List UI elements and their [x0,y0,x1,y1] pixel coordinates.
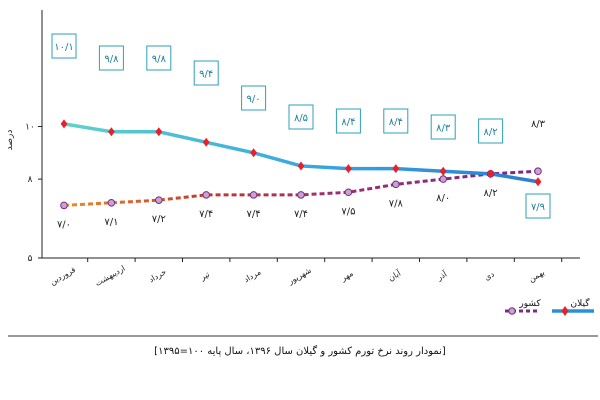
data-point-country [249,191,258,199]
data-label-country: ۸/۳ [531,119,546,130]
x-tick-label: فروردین [48,265,77,287]
data-label-country: ۸/۲ [484,188,498,199]
data-label-box-gilan [288,104,314,130]
data-label-box-gilan [51,33,77,59]
data-label-gilan: ۹/۰ [247,94,261,105]
data-label-box-gilan [193,60,219,86]
data-label-gilan: ۹/۴ [199,69,213,80]
x-tick-label: آبان [386,267,403,282]
data-point-country [202,191,210,199]
data-point-gilan [439,166,447,176]
data-point-gilan [487,169,494,179]
data-point-gilan [202,137,210,147]
data-point-country [392,180,400,189]
data-label-gilan: ۸/۳ [436,123,451,134]
y-tick-label: ۵ [28,254,33,264]
data-point-country [344,188,353,197]
x-tick-label: تیر [198,270,211,283]
data-point-gilan [60,119,68,129]
data-label-country: ۷/۵ [341,206,355,217]
x-tick-label: مرداد [242,267,262,284]
data-label-gilan: ۸/۵ [294,113,308,124]
data-point-gilan [297,161,305,171]
y-axis-title: درصد [5,130,15,151]
x-tick-label: دی [483,269,496,282]
chart-title: [نمودار روند نرخ تورم کشور و گیلان سال ۱… [154,345,446,357]
data-point-gilan [392,164,400,174]
data-label-country: ۷/۴ [294,209,308,220]
x-tick-label: آذر [434,268,449,282]
legend-label-gilan: گیلان [571,297,591,309]
data-label-box-gilan [335,108,361,134]
data-label-country: ۷/۴ [247,209,261,220]
data-label-box-gilan [430,114,456,140]
data-point-gilan [155,127,163,137]
data-point-gilan [345,164,352,174]
data-label-country: ۷/۴ [199,209,213,220]
data-label-gilan: ۸/۴ [341,117,355,128]
data-label-gilan: ۸/۲ [484,127,498,138]
data-label-country: ۷/۱ [104,217,118,228]
data-label-box-gilan [241,85,267,111]
data-point-gilan [108,127,115,137]
data-label-country: ۷/۰ [57,219,71,230]
data-point-country [439,175,448,183]
x-tick-label: خرداد [147,267,168,284]
y-tick-label: ۱۰ [25,123,35,133]
x-tick-label: اردیبهشت [94,264,127,288]
data-label-country: ۸/۰ [436,193,450,204]
legend-marker-gilan [561,306,569,316]
data-label-country: ۷/۲ [152,214,166,225]
data-label-gilan: ۱۰/۱ [54,42,73,53]
data-point-country [107,198,116,207]
data-point-gilan [534,177,542,187]
data-point-country [155,196,163,204]
data-point-country [534,167,542,176]
data-label-box-gilan [98,45,124,71]
y-tick-label: ۸ [28,175,33,185]
data-point-gilan [250,148,257,158]
data-label-box-gilan [383,108,409,134]
x-tick-label: بهمن [527,268,546,284]
legend: گیلان کشور [505,297,594,316]
x-tick-label: شهریور [286,266,313,287]
x-tick-label: مهر [339,269,355,283]
axes: ۵ ۸ ۱۰ درصد فروردین اردیبهشت خرداد تیر مرداد شهری… [5,10,580,288]
data-point-country [60,201,68,210]
data-label-gilan: ۹/۸ [104,54,119,65]
series-layer [60,119,542,210]
data-label-country: ۷/۸ [389,198,404,209]
labels-layer: ۱۰/۱ ۹/۸ ۹/۸ ۹/۴ ۹/۰ ۸/۵ ۸/۴ ۸/۴ ۸/۳ ۸/۲ ۸/۳ ۷/۹ ۷/۰… [51,33,551,230]
data-label-box-gilan [525,193,551,219]
data-point-country [297,191,305,199]
data-label-gilan: ۷/۹ [531,202,545,213]
series-line-country [63,169,539,207]
legend-marker-country [508,307,516,315]
series-line-gilan [63,122,539,184]
legend-label-country: کشور [518,299,541,309]
data-label-box-gilan [146,45,172,71]
data-label-gilan: ۹/۸ [152,54,167,65]
data-label-gilan: ۸/۴ [389,117,403,128]
data-label-box-gilan [478,118,504,144]
